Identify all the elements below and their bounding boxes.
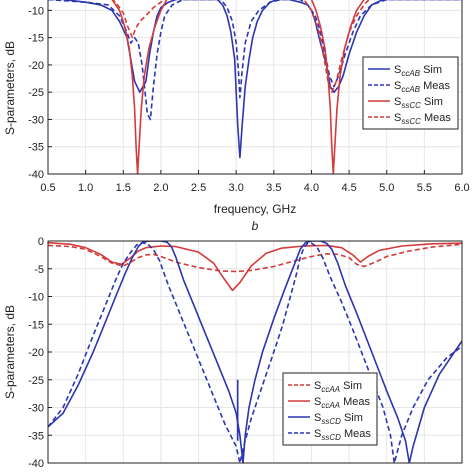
top-legend: SccAB Sim SccAB Meas SssCC Sim SssCC Meas <box>362 56 459 130</box>
x-tick-label: 3.5 <box>266 182 281 194</box>
y-tick-label: -25 <box>28 375 44 387</box>
top-axes-frame <box>47 0 463 175</box>
y-tick-label: -15 <box>28 33 44 45</box>
x-tick-label: 4.5 <box>341 182 356 194</box>
x-tick-label: 6.0 <box>454 182 469 194</box>
legend-entry: SssCC Meas <box>394 112 451 126</box>
x-tick-label: 0.5 <box>40 182 55 194</box>
panel-caption-b: b <box>252 219 259 233</box>
y-tick-label: -35 <box>28 430 44 442</box>
legend-entry: SccAB Meas <box>394 80 450 94</box>
x-tick-label: 5.0 <box>379 182 394 194</box>
series-line-ccAB-sim <box>48 0 462 159</box>
x-tick-label: 1.0 <box>78 182 93 194</box>
y-tick-label: -15 <box>28 319 44 331</box>
y-tick-label: -40 <box>28 169 44 181</box>
bottom-y-axis-label: S-parameters, dB <box>3 305 17 399</box>
y-tick-label: -5 <box>34 264 44 276</box>
y-tick-label: -10 <box>28 292 44 304</box>
top-panel: -10 -15 -20 -25 -30 -35 -40 0.5 1.0 1.5 2.0 2.5 3.0… <box>3 0 470 233</box>
y-tick-label: -30 <box>28 114 44 126</box>
legend-entry: SssCD Meas <box>314 428 371 442</box>
bottom-y-tick-labels: 0 -5 -10 -15 -20 -25 -30 -35 -40 <box>28 236 52 470</box>
y-tick-label: -20 <box>28 60 44 72</box>
series-line-ccAA-sim <box>48 243 462 273</box>
y-tick-label: -10 <box>28 5 44 17</box>
legend-entry: SccAA Sim <box>314 380 362 394</box>
x-tick-label: 3.0 <box>229 182 244 194</box>
top-x-axis-label: frequency, GHz <box>214 202 296 216</box>
x-tick-label: 2.0 <box>153 182 168 194</box>
legend-box <box>282 372 378 446</box>
bottom-panel: 0 -5 -10 -15 -20 -25 -30 -35 -40 S-parameters, d… <box>3 236 463 470</box>
x-tick-label: 5.5 <box>417 182 432 194</box>
bottom-series-group <box>48 241 462 463</box>
top-y-axis-label: S-parameters, dB <box>3 41 17 135</box>
series-line-ccAA-meas <box>48 241 462 292</box>
top-x-tick-labels: 0.5 1.0 1.5 2.0 2.5 3.0 3.5 4.0 4.5 5.0 5.5 6.0 <box>40 170 470 194</box>
legend-entry: SssCC Sim <box>394 96 443 110</box>
x-tick-label: 4.0 <box>304 182 319 194</box>
y-tick-label: -35 <box>28 142 44 154</box>
y-tick-label: -25 <box>28 87 44 99</box>
y-tick-label: 0 <box>38 236 44 248</box>
y-tick-label: -40 <box>28 458 44 470</box>
top-series-group <box>48 0 462 174</box>
legend-entry: SssCD Sim <box>314 412 363 426</box>
bottom-legend: SccAA Sim SccAA Meas SssCD Sim SssCD Meas <box>282 372 378 446</box>
legend-entry: SccAB Sim <box>394 64 442 78</box>
legend-entry: SccAA Meas <box>314 396 370 410</box>
x-tick-label: 1.5 <box>116 182 131 194</box>
series-line-ccAB-meas <box>48 0 462 121</box>
y-tick-label: -20 <box>28 347 44 359</box>
series-line-ssCD-sim <box>48 241 462 463</box>
top-y-tick-labels: -10 -15 -20 -25 -30 -35 -40 <box>28 5 52 181</box>
y-tick-label: -30 <box>28 403 44 415</box>
x-tick-label: 2.5 <box>191 182 206 194</box>
series-line-ssCC-sim <box>111 0 365 174</box>
